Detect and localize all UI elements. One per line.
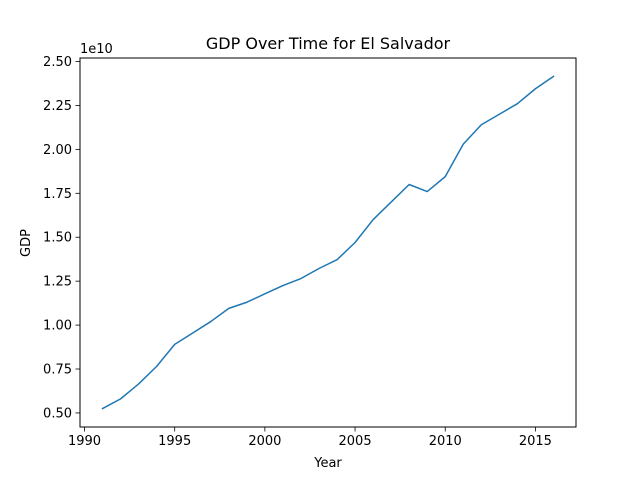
chart-title: GDP Over Time for El Salvador (206, 34, 451, 53)
axes-frame (79, 57, 577, 428)
y-axis-title: GDP (19, 229, 34, 257)
y-tick-label: 1.50 (43, 231, 72, 246)
y-tick-label: 2.25 (43, 99, 72, 114)
x-tick-label: 2005 (339, 434, 372, 449)
y-tick-label: 1.75 (43, 187, 72, 202)
x-tick-label: 2000 (248, 434, 281, 449)
x-tick-label: 1995 (158, 434, 191, 449)
y-tick-label: 2.00 (43, 143, 72, 158)
x-axis-title: Year (313, 456, 342, 471)
y-tick-label: 0.50 (43, 406, 72, 421)
x-tick-label: 2015 (519, 434, 552, 449)
series-line-0 (101, 75, 555, 410)
y-tick-label: 1.00 (43, 319, 72, 334)
y-tick-label: 0.75 (43, 363, 72, 378)
y-offset-label: 1e10 (80, 42, 113, 57)
x-tick-label: 1990 (68, 434, 101, 449)
plot-area: 1990 1995 2000 2005 2010 2015 0.50 0.75 1.00 1.25… (43, 55, 577, 449)
y-tick-label: 1.25 (43, 275, 72, 290)
y-tick-label: 2.50 (43, 55, 72, 70)
x-tick-label: 2010 (429, 434, 462, 449)
